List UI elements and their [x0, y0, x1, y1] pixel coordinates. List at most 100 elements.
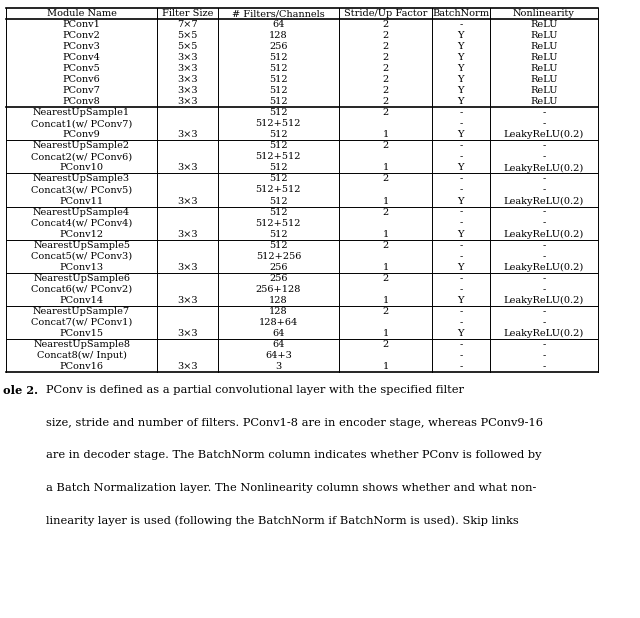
Text: Y: Y — [458, 329, 464, 338]
Text: PConv13: PConv13 — [60, 263, 104, 272]
Text: LeakyReLU(0.2): LeakyReLU(0.2) — [504, 197, 584, 206]
Text: PConv14: PConv14 — [60, 296, 104, 305]
Text: 512: 512 — [269, 53, 288, 62]
Text: -: - — [459, 362, 463, 371]
Text: LeakyReLU(0.2): LeakyReLU(0.2) — [504, 130, 584, 140]
Text: 3×3: 3×3 — [177, 163, 198, 172]
Text: 512+256: 512+256 — [256, 252, 301, 261]
Text: 128: 128 — [269, 307, 288, 316]
Text: 64: 64 — [272, 20, 285, 29]
Text: 64+3: 64+3 — [265, 351, 292, 360]
Text: NearestUpSample8: NearestUpSample8 — [33, 340, 130, 349]
Text: 128+64: 128+64 — [259, 318, 298, 327]
Text: -: - — [542, 252, 546, 261]
Text: -: - — [459, 351, 463, 360]
Text: PConv11: PConv11 — [60, 197, 104, 206]
Text: -: - — [542, 362, 546, 371]
Text: 2: 2 — [383, 174, 388, 184]
Text: -: - — [459, 108, 463, 117]
Text: 2: 2 — [383, 87, 388, 95]
Text: -: - — [542, 240, 546, 250]
Text: 512+512: 512+512 — [255, 219, 301, 227]
Text: NearestUpSample2: NearestUpSample2 — [33, 142, 130, 150]
Text: 3×3: 3×3 — [177, 87, 198, 95]
Text: ReLU: ReLU — [531, 53, 557, 62]
Text: 256+128: 256+128 — [256, 285, 301, 294]
Text: NearestUpSample5: NearestUpSample5 — [33, 240, 130, 250]
Text: PConv8: PConv8 — [63, 97, 100, 106]
Text: -: - — [459, 219, 463, 227]
Text: 512: 512 — [269, 142, 288, 150]
Text: 64: 64 — [272, 329, 285, 338]
Text: Y: Y — [458, 64, 464, 73]
Text: 3: 3 — [275, 362, 282, 371]
Text: NearestUpSample7: NearestUpSample7 — [33, 307, 130, 316]
Text: -: - — [459, 208, 463, 216]
Text: 3×3: 3×3 — [177, 75, 198, 84]
Text: -: - — [542, 274, 546, 283]
Text: are in decoder stage. The BatchNorm column indicates whether PConv is followed b: are in decoder stage. The BatchNorm colu… — [46, 451, 541, 460]
Text: ReLU: ReLU — [531, 42, 557, 51]
Text: -: - — [459, 20, 463, 29]
Text: 2: 2 — [383, 53, 388, 62]
Text: 512: 512 — [269, 197, 288, 206]
Text: LeakyReLU(0.2): LeakyReLU(0.2) — [504, 329, 584, 338]
Text: PConv1: PConv1 — [63, 20, 100, 29]
Text: 3×3: 3×3 — [177, 64, 198, 73]
Text: -: - — [542, 318, 546, 327]
Text: ReLU: ReLU — [531, 64, 557, 73]
Text: -: - — [542, 174, 546, 184]
Text: Y: Y — [458, 31, 464, 40]
Text: 512: 512 — [269, 87, 288, 95]
Text: ReLU: ReLU — [531, 20, 557, 29]
Text: Y: Y — [458, 230, 464, 239]
Text: ReLU: ReLU — [531, 87, 557, 95]
Text: PConv9: PConv9 — [63, 130, 100, 139]
Text: PConv16: PConv16 — [60, 362, 104, 371]
Text: Concat3(w/ PConv5): Concat3(w/ PConv5) — [31, 185, 132, 195]
Text: 512: 512 — [269, 174, 288, 184]
Text: Y: Y — [458, 87, 464, 95]
Text: 2: 2 — [383, 108, 388, 117]
Text: LeakyReLU(0.2): LeakyReLU(0.2) — [504, 229, 584, 239]
Text: 2: 2 — [383, 208, 388, 216]
Text: Y: Y — [458, 263, 464, 272]
Text: 128: 128 — [269, 296, 288, 305]
Text: 2: 2 — [383, 307, 388, 316]
Text: 512: 512 — [269, 163, 288, 172]
Text: 3×3: 3×3 — [177, 53, 198, 62]
Text: 1: 1 — [383, 130, 388, 139]
Text: 256: 256 — [269, 42, 287, 51]
Text: 2: 2 — [383, 340, 388, 349]
Text: Filter Size: Filter Size — [161, 9, 213, 18]
Text: 512: 512 — [269, 240, 288, 250]
Text: -: - — [542, 185, 546, 195]
Text: 3×3: 3×3 — [177, 362, 198, 371]
Text: 512: 512 — [269, 75, 288, 84]
Text: Y: Y — [458, 42, 464, 51]
Text: 3×3: 3×3 — [177, 97, 198, 106]
Text: NearestUpSample3: NearestUpSample3 — [33, 174, 130, 184]
Text: -: - — [459, 185, 463, 195]
Text: 1: 1 — [383, 163, 388, 172]
Text: PConv3: PConv3 — [63, 42, 100, 51]
Text: a Batch Normalization layer. The Nonlinearity column shows whether and what non-: a Batch Normalization layer. The Nonline… — [46, 483, 536, 493]
Text: Y: Y — [458, 163, 464, 172]
Text: Y: Y — [458, 97, 464, 106]
Text: 7×7: 7×7 — [177, 20, 198, 29]
Text: Concat6(w/ PConv2): Concat6(w/ PConv2) — [31, 285, 132, 294]
Text: 512: 512 — [269, 230, 288, 239]
Text: Y: Y — [458, 197, 464, 206]
Text: ReLU: ReLU — [531, 31, 557, 40]
Text: -: - — [459, 153, 463, 161]
Text: Y: Y — [458, 53, 464, 62]
Text: 512: 512 — [269, 108, 288, 117]
Text: 3×3: 3×3 — [177, 329, 198, 338]
Text: 3×3: 3×3 — [177, 296, 198, 305]
Text: 128: 128 — [269, 31, 288, 40]
Text: -: - — [542, 340, 546, 349]
Text: 2: 2 — [383, 274, 388, 283]
Text: # Filters/Channels: # Filters/Channels — [232, 9, 324, 18]
Text: NearestUpSample1: NearestUpSample1 — [33, 108, 130, 117]
Text: 2: 2 — [383, 42, 388, 51]
